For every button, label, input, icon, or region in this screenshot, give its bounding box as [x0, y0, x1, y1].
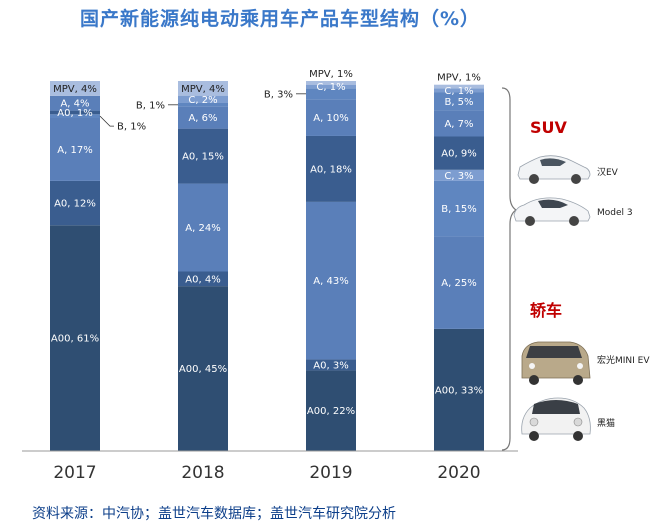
segment-data-label: A0, 1% — [57, 108, 92, 119]
bar-segment — [50, 118, 100, 181]
segment-data-label: A, 43% — [313, 276, 348, 287]
segment-data-label: A0, 9% — [441, 149, 476, 160]
segment-data-label: C, 1% — [316, 82, 345, 93]
chart-title: 国产新能源纯电动乘用车产品车型结构（%） — [80, 8, 481, 30]
bar-segment — [434, 110, 484, 137]
segment-data-label: A0, 15% — [182, 152, 224, 163]
car-label: 黑猫 — [597, 417, 615, 429]
segment-data-label: A00, 61% — [51, 334, 99, 345]
segment-data-label: A0, 18% — [310, 164, 352, 175]
bar-segment — [178, 271, 228, 287]
bar-segment — [306, 88, 356, 100]
bar-segment — [50, 180, 100, 226]
segment-data-label: A, 4% — [60, 99, 89, 110]
segment-data-label: B, 3% — [264, 89, 293, 100]
bar-segment — [50, 114, 100, 118]
car-white-sedan-icon — [517, 155, 591, 184]
bar-segment — [178, 102, 228, 107]
segment-data-label: MPV, 1% — [437, 73, 481, 84]
bar-segment — [434, 92, 484, 111]
bar-segment — [50, 95, 100, 111]
bar-segment — [306, 201, 356, 360]
bar-segment — [434, 180, 484, 237]
segment-data-label: A0, 12% — [54, 199, 96, 210]
label-leader-line — [99, 115, 114, 127]
segment-data-label: B, 1% — [117, 122, 146, 133]
bar-segment — [434, 136, 484, 170]
bar-segment — [306, 99, 356, 136]
segment-data-label: A00, 45% — [179, 364, 227, 375]
bar-segment — [434, 169, 484, 181]
segment-data-label: C, 1% — [444, 86, 473, 97]
segment-data-label: A0, 4% — [185, 274, 220, 285]
bar-segment — [306, 84, 356, 89]
bar-segment — [178, 183, 228, 272]
segment-data-label: C, 2% — [188, 95, 217, 106]
bar-segment — [434, 236, 484, 329]
car-mini-khaki-icon — [521, 341, 591, 385]
car-mini-white-icon — [521, 397, 591, 441]
x-axis-ticks: 2017 2018 2019 2020 — [53, 463, 480, 483]
segment-data-label: A, 6% — [188, 113, 217, 124]
bar-segment — [434, 328, 484, 451]
segment-data-label: MPV, 4% — [53, 84, 97, 95]
segment-data-label: C, 3% — [444, 171, 473, 182]
car-label: 汉EV — [597, 167, 619, 178]
car-white-sedan-icon — [513, 197, 591, 226]
bar-segment — [306, 359, 356, 371]
sedan-category-label: 轿车 — [530, 301, 562, 320]
bar-segment — [306, 370, 356, 451]
segment-data-label: A, 25% — [441, 278, 476, 289]
labels-layer: A00, 61% A0, 12% A, 17% B, 1% A0, 1%A, 4% MPV… — [51, 69, 483, 417]
bar-segment — [178, 81, 228, 96]
bars-layer — [50, 81, 484, 451]
segment-data-label: A, 24% — [185, 223, 220, 234]
x-tick-label: 2019 — [309, 463, 352, 483]
x-tick-label: 2017 — [53, 463, 96, 483]
x-tick-label: 2020 — [437, 463, 480, 483]
bar-segment — [178, 95, 228, 103]
segment-data-label: A00, 22% — [307, 406, 355, 417]
source-note: 资料来源：中汽协；盖世汽车数据库；盖世汽车研究院分析 — [32, 506, 396, 522]
group-brace — [501, 87, 518, 451]
segment-data-label: A, 7% — [444, 119, 473, 130]
segment-data-label: B, 15% — [441, 204, 476, 215]
x-tick-label: 2018 — [181, 463, 224, 483]
bar-segment — [434, 84, 484, 89]
bar-segment — [178, 128, 228, 184]
segment-data-label: A00, 33% — [435, 385, 483, 396]
segment-data-label: MPV, 4% — [181, 84, 225, 95]
bar-segment — [434, 88, 484, 93]
car-label: Model 3 — [597, 208, 633, 218]
segment-data-label: B, 5% — [444, 97, 473, 108]
bar-segment — [306, 135, 356, 202]
segment-data-label: A0, 3% — [313, 360, 348, 371]
bar-segment — [178, 106, 228, 129]
bar-segment — [50, 110, 100, 115]
suv-category-label: SUV — [530, 118, 568, 137]
segment-data-label: B, 1% — [136, 100, 165, 111]
bar-segment — [50, 81, 100, 96]
segment-data-label: A, 10% — [313, 113, 348, 124]
bar-segment — [306, 81, 356, 85]
bar-segment — [50, 225, 100, 451]
car-label: 宏光MINI EV — [597, 354, 650, 366]
segment-data-label: MPV, 1% — [309, 69, 353, 80]
segment-data-label: A, 17% — [57, 145, 92, 156]
bar-segment — [178, 286, 228, 451]
